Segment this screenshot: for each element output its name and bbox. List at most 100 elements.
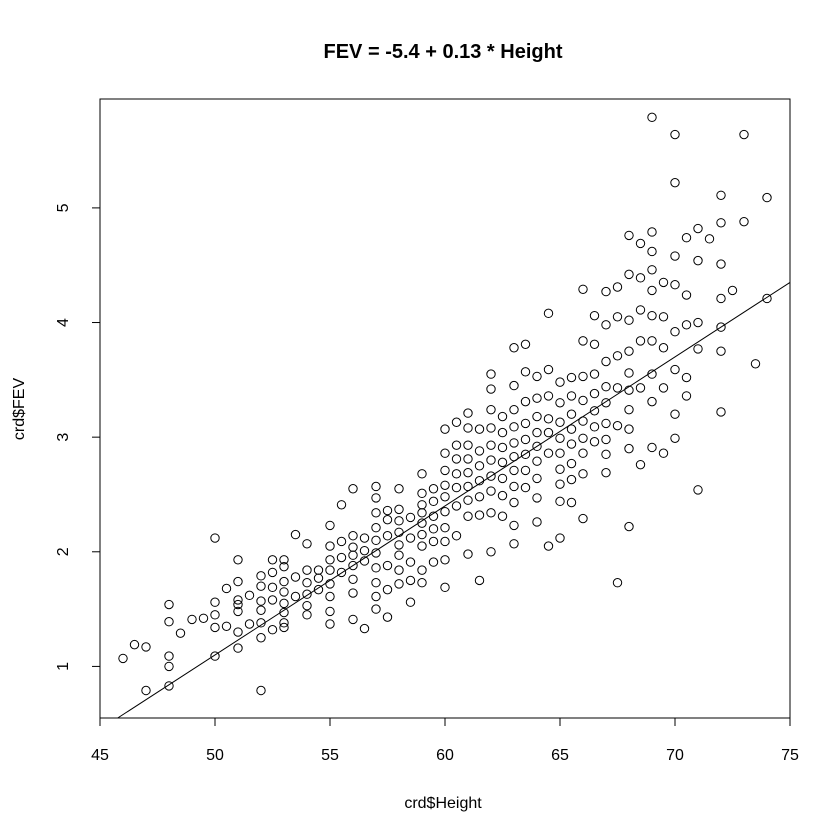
data-point — [589, 437, 600, 447]
data-point — [532, 427, 542, 438]
data-point — [624, 424, 634, 434]
data-point — [210, 597, 220, 607]
data-point — [658, 277, 669, 288]
data-point — [302, 565, 312, 575]
data-point — [336, 500, 347, 510]
data-point — [739, 129, 749, 140]
data-point — [727, 285, 738, 296]
data-point — [382, 505, 393, 516]
data-point — [635, 305, 646, 315]
data-point — [670, 177, 680, 188]
data-point — [371, 508, 381, 518]
data-point — [371, 591, 381, 602]
data-point — [325, 606, 335, 617]
data-point — [463, 440, 473, 450]
data-point — [624, 368, 634, 378]
data-point — [129, 639, 140, 650]
data-point — [371, 523, 381, 533]
data-point — [624, 315, 634, 325]
data-point — [359, 545, 370, 556]
data-point — [750, 359, 761, 369]
data-point — [658, 343, 669, 353]
data-point — [670, 409, 680, 419]
data-point — [612, 312, 623, 322]
data-point — [428, 496, 439, 507]
data-point — [647, 442, 657, 453]
data-point — [417, 565, 427, 575]
data-point — [555, 398, 565, 408]
x-axis-label: crd$Height — [404, 795, 482, 812]
data-point — [532, 493, 542, 503]
data-point — [497, 442, 508, 453]
data-point — [578, 336, 588, 346]
data-point — [451, 417, 462, 427]
data-point — [693, 485, 703, 495]
data-point — [394, 579, 404, 589]
data-point — [267, 625, 278, 635]
data-point — [440, 506, 450, 517]
data-point — [716, 259, 726, 269]
y-tick-label: 5 — [55, 203, 72, 212]
data-point — [509, 343, 519, 353]
data-point — [210, 610, 220, 620]
data-point — [348, 614, 358, 625]
data-point — [635, 459, 646, 470]
data-point — [578, 469, 588, 479]
data-point — [486, 404, 496, 415]
data-point — [543, 448, 554, 458]
data-point — [348, 531, 358, 541]
x-tick-label: 45 — [91, 747, 109, 764]
data-point — [647, 285, 657, 296]
data-point — [532, 517, 542, 527]
data-point — [267, 595, 278, 605]
data-point — [336, 536, 347, 547]
data-point — [704, 234, 715, 244]
data-point — [451, 440, 462, 450]
data-point — [394, 484, 404, 494]
data-point — [647, 396, 657, 407]
data-point — [313, 584, 324, 595]
x-tick-label: 70 — [666, 747, 684, 764]
data-point — [325, 555, 335, 565]
data-point — [601, 467, 611, 478]
y-tick-label: 4 — [55, 318, 72, 327]
data-point — [555, 533, 565, 543]
data-point — [187, 614, 197, 625]
data-point — [440, 523, 450, 533]
data-point — [118, 653, 128, 664]
data-point — [566, 391, 577, 401]
data-point — [612, 578, 623, 588]
data-point — [543, 541, 554, 551]
data-point — [520, 449, 531, 460]
data-point — [566, 372, 577, 383]
data-point — [497, 411, 508, 422]
data-point — [233, 599, 243, 610]
data-point — [486, 508, 496, 518]
data-point — [635, 273, 646, 283]
data-point — [612, 351, 623, 361]
data-point — [405, 597, 416, 607]
data-point — [693, 223, 703, 234]
data-point — [601, 418, 611, 429]
data-point — [302, 539, 312, 549]
data-point — [509, 539, 519, 549]
data-point — [624, 521, 634, 532]
data-point — [256, 596, 266, 606]
data-point — [405, 512, 416, 523]
data-point — [417, 529, 427, 540]
data-point — [256, 571, 266, 581]
data-point — [716, 322, 726, 332]
data-point — [325, 619, 335, 629]
data-point — [417, 500, 427, 510]
data-point — [440, 555, 450, 565]
data-point — [405, 557, 416, 567]
data-point — [394, 540, 404, 550]
data-point — [486, 440, 496, 450]
data-point — [348, 550, 358, 560]
data-point — [647, 227, 657, 237]
data-point — [555, 433, 565, 444]
data-point — [555, 496, 565, 507]
data-point — [589, 406, 600, 416]
data-point — [589, 369, 600, 379]
data-point — [509, 465, 519, 476]
